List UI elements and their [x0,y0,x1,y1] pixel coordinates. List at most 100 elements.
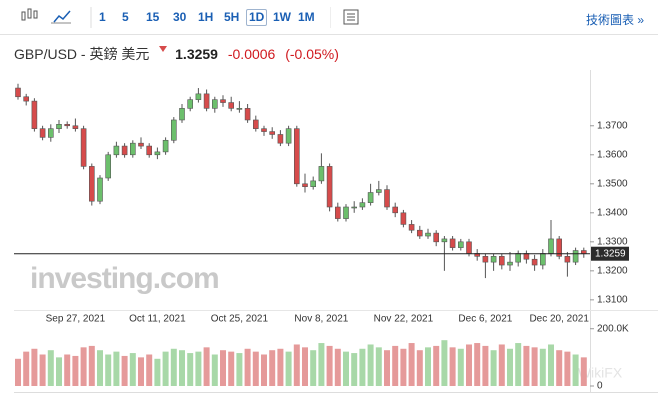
candle-body [31,100,38,129]
candle-body [39,128,46,138]
candle-body [261,128,267,132]
candle-body [375,189,382,193]
candle-body [80,128,87,167]
down-arrow [159,46,168,52]
candle-body [343,206,349,219]
candle-body [326,166,333,208]
candle-body [572,250,579,263]
candle-body [457,241,464,248]
candle-body [400,212,407,225]
change: -0.0006 [227,46,276,62]
interval-button[interactable]: 5H [224,10,240,24]
candle-body [97,177,103,202]
volume-bar [474,343,481,386]
last-price-label: 1.3259 [595,248,626,259]
volume-bar [105,354,112,386]
interval-button[interactable]: 15 [146,10,160,24]
candle-body [310,180,317,187]
candle-body [195,93,202,100]
candle-body [564,256,571,263]
volume-bar [31,348,38,386]
volume-bar [539,348,546,386]
watermark-wikifx: WikiFX [578,365,623,381]
volume-bar [572,354,579,386]
candle-body [154,151,161,156]
y-tick-label: 1.3200 [597,265,628,276]
candle-body [302,183,308,187]
interval-button[interactable]: 1M [298,10,315,24]
volume-bar [449,347,456,386]
volume-bar [531,347,538,386]
volume-tick-label: 0 [597,381,603,392]
quote: GBP/USD - 英鎊 美元 1.3259 -0.0006 (-0.05%) [14,44,345,64]
volume-bar [154,358,161,386]
candle-body [433,232,440,243]
candle-body [121,145,128,156]
candle-body [515,253,522,263]
price: 1.3259 [175,46,218,62]
candle-body [392,206,399,214]
last-price-box [591,246,629,261]
volume-bar [302,347,308,386]
volume-bar [121,355,128,386]
candle-body [228,102,234,109]
volume-bar [515,343,522,386]
candle-body [212,99,218,109]
volume-bar [56,357,62,386]
candle-body [64,124,70,127]
volume-bar [72,355,79,386]
candle-body [138,142,144,147]
volume-bar [88,345,95,386]
candle-body [548,238,554,254]
candle-body [334,206,341,219]
interval-button[interactable]: 30 [173,10,187,24]
volume-bar [146,354,153,386]
candle-body [15,87,21,98]
y-tick-label: 1.3700 [597,120,628,131]
y-tick-label: 1.3400 [597,207,628,218]
volume-bar [236,353,243,386]
volume-bar [80,347,87,386]
candle-body [449,238,456,248]
candle-body [367,192,374,203]
candle-body [531,258,538,266]
volume-bar [187,353,194,386]
interval-button[interactable]: 1D [246,9,268,26]
volume-bar [416,350,423,386]
interval-button[interactable]: 1H [198,10,214,24]
y-tick-label: 1.3500 [597,178,628,189]
interval-button[interactable]: 1 [99,10,106,24]
volume-bar [384,350,390,386]
candle-body [146,145,152,156]
candle-body [293,128,300,185]
volume-bar [39,354,46,386]
candle-body [425,232,431,237]
volume-bar [220,350,226,386]
candle-body [277,134,284,144]
interval-button[interactable]: 1W [273,10,291,24]
candle-body [162,139,169,153]
interval-button[interactable]: 5 [122,10,129,24]
candle-body [408,224,415,231]
candle-body [384,189,390,208]
chart-link[interactable]: 技術圖表 » [585,13,644,27]
volume-bar [457,348,464,386]
volume-bar [334,348,341,386]
volume-bar [318,343,325,386]
volume-bar [498,344,505,386]
x-tick-label: Nov 8, 2021 [294,314,348,325]
volume-bar [277,348,284,386]
candle-body [171,119,177,141]
volume-bar [466,344,472,386]
volume-bar [564,351,571,386]
candle-body [416,229,423,237]
settings-icon[interactable] [330,0,360,34]
volume-bar [367,344,374,386]
x-tick-label: Oct 11, 2021 [129,314,186,325]
volume-bar [129,353,136,386]
volume-bar [23,351,30,386]
candle-body [318,166,325,182]
volume-bar [400,348,407,386]
volume-bar [441,340,448,386]
